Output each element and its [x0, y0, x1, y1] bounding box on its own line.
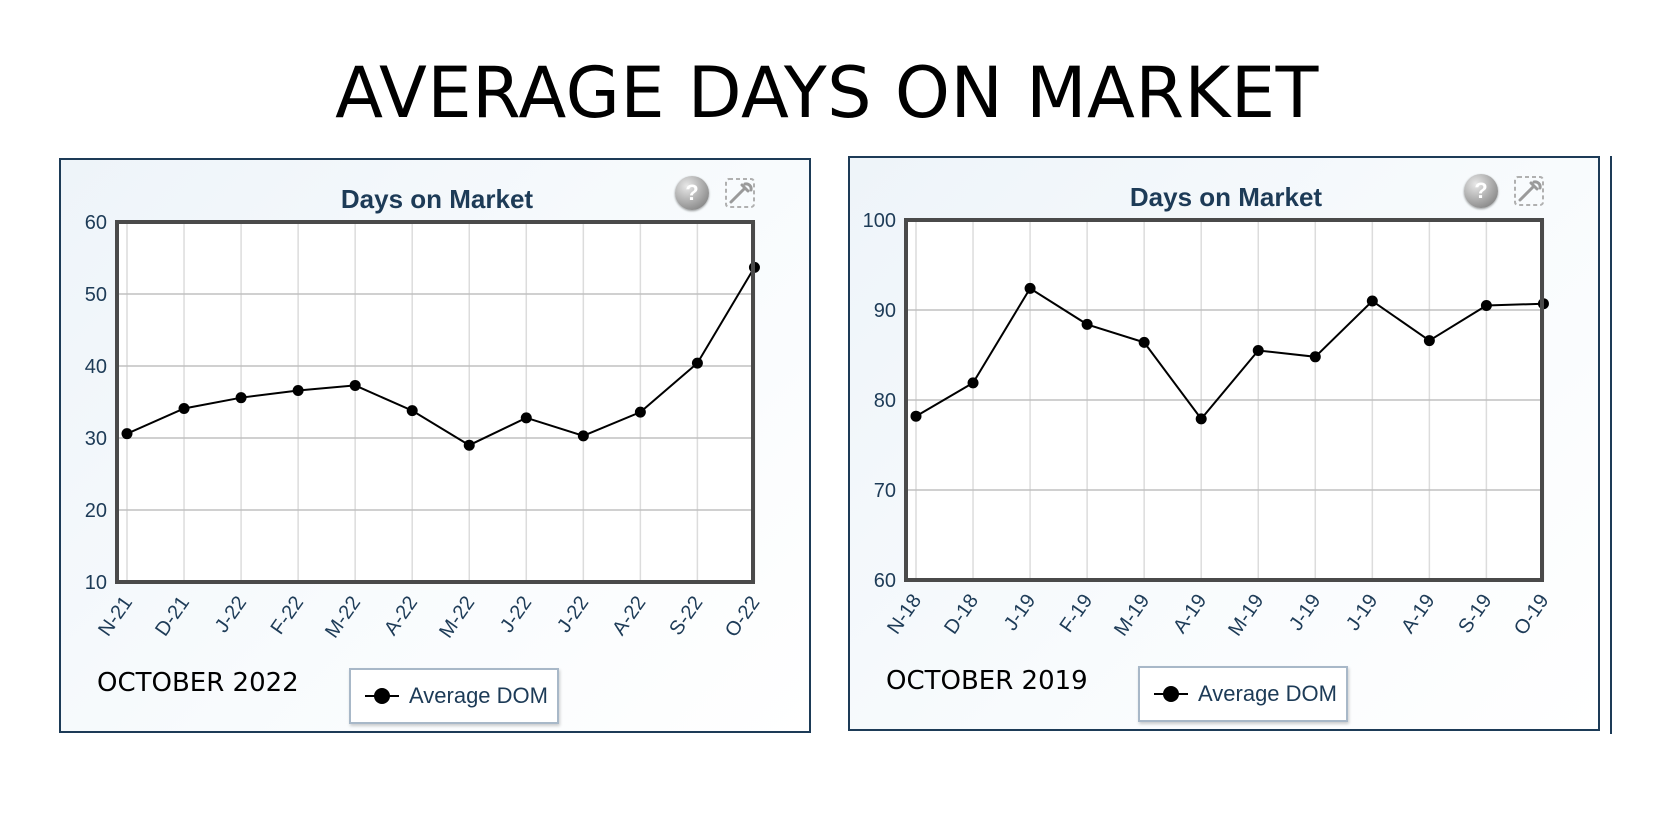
plot-border: [904, 218, 1544, 582]
x-tick-label: A-19: [1397, 590, 1439, 637]
page-title: AVERAGE DAYS ON MARKET: [335, 52, 1319, 134]
chart-legend[interactable]: Average DOM: [349, 668, 559, 724]
data-point: [1138, 336, 1150, 348]
x-tick-label: F-19: [1056, 590, 1098, 636]
y-tick-label: 90: [874, 300, 896, 322]
data-point: [1081, 318, 1093, 330]
chart-panel-2019: 60 70 80 90 100 N-18 D-18 J-19 F-19 M-19 A-19 M-19 J…: [848, 156, 1600, 731]
x-tick-label: J-22: [496, 592, 536, 636]
x-tick-label: J-22: [553, 592, 593, 636]
plot-area: [117, 222, 753, 582]
legend-label: Average DOM: [1198, 681, 1337, 706]
x-tick-label: D-21: [151, 592, 194, 640]
x-tick-label: O-22: [721, 592, 765, 641]
x-tick-label: M-22: [435, 592, 479, 642]
chart-caption: OCTOBER 2019: [886, 666, 1088, 696]
x-tick-label: J-19: [1342, 590, 1382, 634]
x-tick-label: D-18: [940, 590, 983, 638]
data-point: [235, 392, 247, 404]
y-tick-label: 80: [874, 390, 896, 412]
y-tick-label: 30: [85, 428, 107, 450]
data-point: [349, 379, 361, 391]
chart-2022-svg: 10 20 30 40 50 60 N-21 D-21 J-22 F-22 M-22 A-22 M-22…: [85, 212, 765, 642]
legend-label: Average DOM: [409, 683, 548, 708]
x-tick-label: J-22: [211, 592, 251, 636]
x-tick-label: N-18: [883, 590, 926, 638]
x-tick-label: N-21: [94, 592, 137, 640]
data-point: [691, 357, 703, 369]
data-point: [121, 428, 133, 440]
y-tick-label: 20: [85, 500, 107, 522]
data-point: [292, 384, 304, 396]
data-point: [1195, 413, 1207, 425]
x-tick-label: S-22: [665, 592, 707, 639]
plot-border: [115, 220, 755, 584]
y-tick-label: 50: [85, 284, 107, 306]
y-tick-label: 60: [874, 570, 896, 592]
chart-title: Days on Market: [340, 184, 534, 214]
y-tick-label: 40: [85, 356, 107, 378]
y-tick-label: 100: [863, 210, 896, 232]
y-tick-label: 70: [874, 480, 896, 502]
help-icon[interactable]: ?: [675, 176, 709, 210]
slide-edge-divider: [1610, 156, 1612, 734]
data-point: [1252, 345, 1264, 356]
x-tick-label: S-19: [1454, 590, 1496, 637]
y-tick-label: 60: [85, 212, 107, 234]
chart-legend[interactable]: Average DOM: [1138, 666, 1348, 722]
x-tick-label: J-19: [1285, 590, 1325, 634]
legend-marker-icon: [1154, 686, 1188, 702]
settings-tool-icon[interactable]: [1512, 174, 1546, 208]
data-point: [577, 430, 589, 442]
chart-caption: OCTOBER 2022: [97, 668, 299, 698]
y-tick-label: 10: [85, 572, 107, 594]
legend-marker-icon: [365, 688, 399, 704]
data-point: [1366, 295, 1378, 307]
x-tick-label: J-19: [1000, 590, 1040, 634]
data-point: [520, 412, 532, 424]
x-tick-label: A-22: [608, 592, 650, 639]
chart-panel-2022: 10 20 30 40 50 60 N-21 D-21 J-22 F-22 M-22 A-22 M-22…: [59, 158, 811, 733]
data-point: [178, 402, 190, 414]
x-tick-label: A-19: [1169, 590, 1211, 637]
data-point: [1309, 351, 1321, 363]
data-point: [634, 406, 646, 418]
x-tick-label: A-22: [380, 592, 422, 639]
chart-title: Days on Market: [1129, 182, 1323, 212]
data-point: [910, 410, 922, 422]
chart-2019-svg: 60 70 80 90 100 N-18 D-18 J-19 F-19 M-19 A-19 M-19 J…: [863, 210, 1554, 640]
data-point: [1024, 282, 1036, 294]
x-tick-label: M-19: [1110, 590, 1154, 640]
x-tick-label: M-22: [321, 592, 365, 642]
data-point: [406, 405, 418, 417]
settings-tool-icon[interactable]: [723, 176, 757, 210]
series-line: [126, 266, 756, 447]
series-line: [915, 287, 1544, 421]
x-tick-label: F-22: [267, 592, 309, 638]
data-point: [967, 377, 979, 389]
x-tick-label: O-19: [1510, 590, 1554, 639]
help-icon[interactable]: ?: [1464, 174, 1498, 208]
data-point: [1423, 335, 1435, 347]
data-point: [1480, 300, 1492, 311]
x-tick-label: M-19: [1224, 590, 1268, 640]
data-point: [463, 439, 475, 451]
